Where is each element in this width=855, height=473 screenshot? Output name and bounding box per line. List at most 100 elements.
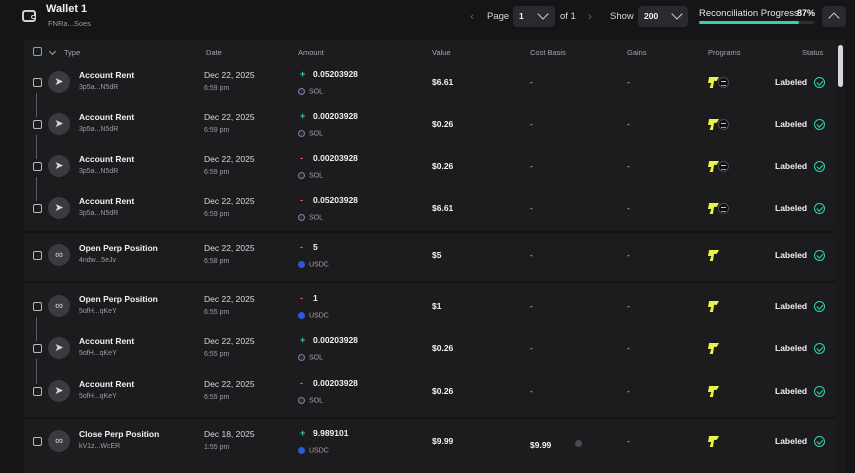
row-checkbox[interactable] — [33, 387, 42, 396]
amount-sign: + — [300, 111, 306, 121]
scrollbar-thumb[interactable] — [838, 45, 843, 87]
row-checkbox[interactable] — [33, 204, 42, 213]
transaction-date: Dec 22, 2025 — [204, 294, 255, 304]
gains: - — [627, 119, 630, 129]
amount-value: 0.05203928 — [313, 195, 358, 205]
transaction-value: $1 — [432, 301, 442, 311]
column-header-programs[interactable]: Programs — [708, 48, 741, 57]
table-header: Type Date Amount Value Cost Basis Gains … — [24, 40, 836, 65]
top-bar: Wallet 1 FNRa...Soes ‹ Page 1 of 1 › Sho… — [0, 0, 855, 38]
table-row[interactable]: ∞ Close Perp Position kV1z...WcER Dec 18, 2… — [24, 423, 836, 463]
group-connector-line — [36, 359, 37, 384]
transaction-value: $0.26 — [432, 386, 454, 396]
page-count-label: of 1 — [560, 11, 576, 22]
usdc-token-icon — [298, 312, 305, 320]
transaction-address: kV1z...WcER — [79, 443, 121, 450]
amount-sign: - — [300, 195, 303, 205]
token-symbol: SOL — [309, 354, 324, 362]
jupiter-icon — [708, 250, 719, 261]
info-icon[interactable] — [575, 440, 583, 448]
reconciliation-progress-bar — [699, 21, 814, 24]
amount-token: USDC — [298, 442, 329, 460]
transaction-type: Close Perp Position — [79, 429, 160, 439]
usdc-token-icon — [298, 261, 305, 269]
reconciliation-progress-fill — [699, 21, 800, 24]
amount-token: SOL — [298, 209, 323, 227]
transaction-value: $0.26 — [432, 161, 454, 171]
token-symbol: SOL — [309, 214, 324, 222]
amount-token: SOL — [298, 392, 323, 410]
send-icon: ➤ — [48, 197, 70, 219]
table-row[interactable]: ➤ Account Rent 5ofH...qKeY Dec 22, 2025 6:55… — [24, 373, 836, 413]
row-checkbox[interactable] — [33, 344, 42, 353]
jupiter-icon — [708, 436, 719, 447]
solana-token-icon — [298, 172, 305, 180]
row-checkbox[interactable] — [33, 78, 42, 87]
wallet-address: FNRa...Soes — [48, 19, 91, 28]
page-select[interactable]: 1 — [513, 6, 555, 27]
transaction-time: 6:59 pm — [204, 85, 230, 92]
transaction-value: $0.26 — [432, 119, 454, 129]
row-checkbox[interactable] — [33, 437, 42, 446]
amount-sign: + — [300, 428, 306, 438]
next-page-button[interactable]: › — [588, 11, 592, 23]
chevron-down-icon — [537, 8, 549, 20]
row-checkbox[interactable] — [33, 302, 42, 311]
transaction-address: 5ofH...qKeY — [79, 393, 117, 400]
page-size-select[interactable]: 200 — [638, 6, 688, 27]
table-row[interactable]: ➤ Account Rent 3p5a...N5dR Dec 22, 2025 6:59… — [24, 106, 836, 146]
table-row[interactable]: ➤ Account Rent 3p5a...N5dR Dec 22, 2025 6:59… — [24, 190, 836, 230]
gains: - — [627, 203, 630, 213]
status-badge: Labeled — [775, 436, 808, 446]
table-row[interactable]: ∞ Open Perp Position 4ndw...5eJv Dec 22, 20… — [24, 237, 836, 277]
row-checkbox[interactable] — [33, 120, 42, 129]
send-icon: ➤ — [48, 113, 70, 135]
amount-sign: - — [300, 293, 303, 303]
cost-basis: - — [530, 386, 533, 396]
send-icon: ➤ — [48, 337, 70, 359]
send-icon: ➤ — [48, 155, 70, 177]
transaction-address: 4ndw...5eJv — [79, 257, 116, 264]
status-badge: Labeled — [775, 119, 808, 129]
transaction-address: 3p5a...N5dR — [79, 168, 119, 175]
amount-token: SOL — [298, 83, 323, 101]
column-header-date[interactable]: Date — [206, 48, 222, 57]
column-header-type[interactable]: Type — [64, 48, 81, 57]
column-header-cost-basis[interactable]: Cost Basis — [530, 48, 566, 57]
column-header-amount[interactable]: Amount — [298, 48, 324, 57]
chevron-down-icon[interactable] — [48, 47, 57, 56]
collapse-button[interactable] — [822, 6, 846, 27]
table-row[interactable]: ➤ Account Rent 5ofH...qKeY Dec 22, 2025 6:55… — [24, 330, 836, 370]
transaction-type: Account Rent — [79, 379, 135, 389]
column-header-gains[interactable]: Gains — [627, 48, 647, 57]
jupiter-icon — [708, 301, 719, 312]
table-row[interactable]: ∞ Open Perp Position 5ofH...qKeY Dec 22, 20… — [24, 288, 836, 328]
transaction-time: 6:59 pm — [204, 211, 230, 218]
row-checkbox[interactable] — [33, 251, 42, 260]
group-connector-line — [36, 177, 37, 201]
column-header-value[interactable]: Value — [432, 48, 451, 57]
transaction-address: 5ofH...qKeY — [79, 350, 117, 357]
status-badge: Labeled — [775, 343, 808, 353]
send-icon: ➤ — [48, 71, 70, 93]
amount-sign: - — [300, 242, 303, 252]
scrollbar-track[interactable] — [836, 40, 845, 473]
solana-token-icon — [298, 354, 305, 362]
check-circle-icon — [814, 203, 825, 214]
table-row[interactable]: ➤ Account Rent 3p5a...N5dR Dec 22, 2025 6:59… — [24, 64, 836, 104]
check-circle-icon — [814, 250, 825, 261]
status-badge: Labeled — [775, 250, 808, 260]
transaction-date: Dec 22, 2025 — [204, 336, 255, 346]
table-row[interactable]: ➤ Account Rent 3p5a...N5dR Dec 22, 2025 6:59… — [24, 148, 836, 188]
row-checkbox[interactable] — [33, 162, 42, 171]
column-header-status[interactable]: Status — [802, 48, 824, 57]
transaction-value: $6.61 — [432, 203, 454, 213]
transaction-address: 3p5a...N5dR — [79, 210, 119, 217]
select-all-checkbox[interactable] — [33, 47, 42, 56]
jupiter-icon — [708, 203, 719, 214]
amount-value: 9.989101 — [313, 428, 349, 438]
transaction-type: Account Rent — [79, 336, 135, 346]
amount-value: 1 — [313, 293, 318, 303]
prev-page-button[interactable]: ‹ — [470, 11, 474, 23]
solana-icon — [718, 161, 729, 172]
